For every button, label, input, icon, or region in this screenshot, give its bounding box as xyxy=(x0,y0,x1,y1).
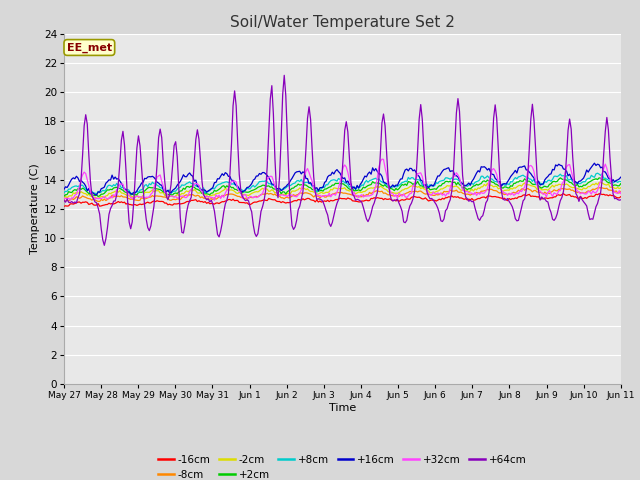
Title: Soil/Water Temperature Set 2: Soil/Water Temperature Set 2 xyxy=(230,15,455,30)
Y-axis label: Temperature (C): Temperature (C) xyxy=(29,163,40,254)
X-axis label: Time: Time xyxy=(329,403,356,413)
Text: EE_met: EE_met xyxy=(67,42,112,53)
Legend: -16cm, -8cm, -2cm, +2cm, +8cm, +16cm, +32cm, +64cm: -16cm, -8cm, -2cm, +2cm, +8cm, +16cm, +3… xyxy=(154,450,531,480)
